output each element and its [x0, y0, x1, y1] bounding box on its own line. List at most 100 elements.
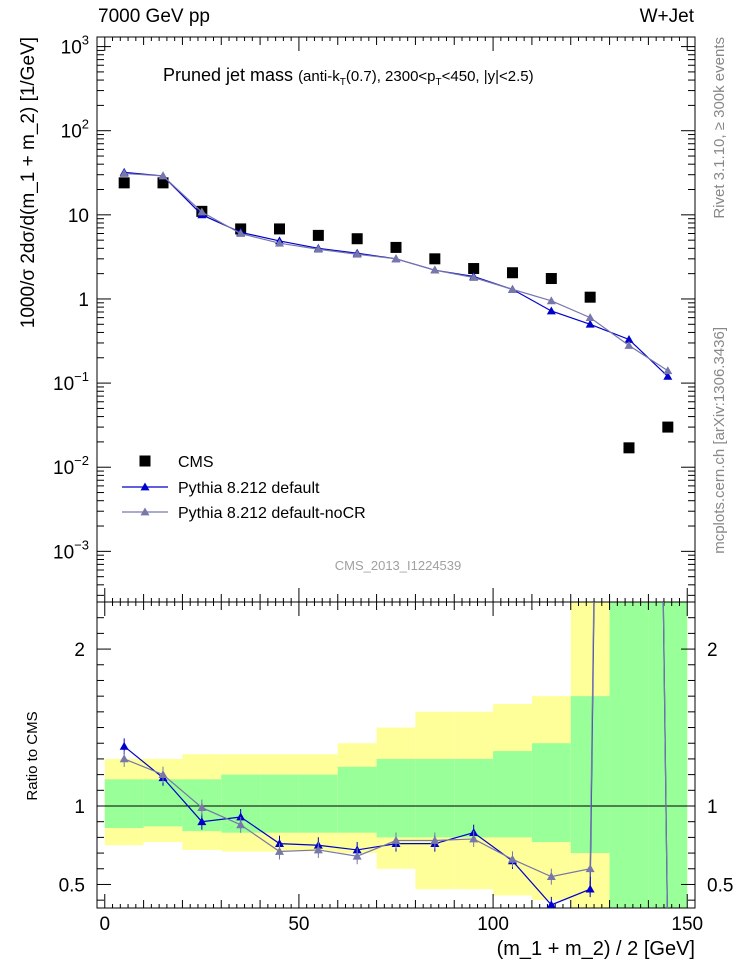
ratio-band-inner [298, 774, 338, 833]
ratio-point [313, 845, 323, 854]
frames-layer [96, 36, 696, 909]
data-point-cms [662, 421, 674, 433]
main-series [118, 167, 674, 454]
legend-label: Pythia 8.212 default-noCR [178, 505, 366, 522]
data-point-mc [585, 319, 595, 328]
data-point-mc [275, 238, 285, 247]
data-point-cms [584, 291, 596, 303]
x-tick-label: 150 [671, 914, 703, 935]
ratio-y-tick-label: 0.5 [59, 875, 85, 896]
y-tick-label: 1 [78, 290, 89, 311]
ratio-point [158, 770, 168, 778]
y-tick-label: 10−1 [53, 369, 89, 395]
series-layer [118, 167, 674, 908]
x-axis-label: (m_1 + m_2) / 2 [GeV] [497, 938, 695, 960]
data-point-cms [118, 177, 130, 189]
ratio-point [585, 884, 595, 893]
legend-label: CMS [178, 454, 214, 471]
ratio-y-axis-label: Ratio to CMS [24, 711, 41, 800]
ratio-y-tick-label-right: 2 [707, 640, 718, 661]
data-point-cms [274, 223, 286, 235]
ratio-y-tick-label: 2 [74, 640, 85, 661]
y-tick-label: 10 [68, 206, 89, 227]
data-point-mc [313, 244, 323, 253]
analysis-watermark: CMS_2013_I1224539 [335, 558, 462, 573]
header-right: W+Jet [639, 6, 694, 27]
ratio-series [119, 602, 668, 908]
data-point-mc [391, 254, 401, 263]
data-point-cms [351, 233, 363, 245]
data-point-cms [312, 229, 324, 241]
data-point-mc [119, 169, 129, 177]
data-point-mc [624, 334, 634, 343]
ratio-point [507, 854, 517, 863]
chart-title: Pruned jet mass (anti-kT(0.7), 2300<pT<4… [163, 65, 534, 88]
y-tick-label: 10−2 [53, 453, 89, 479]
header-left: 7000 GeV pp [98, 6, 210, 27]
ratio-point [585, 864, 595, 873]
data-point-mc [624, 340, 634, 349]
ratio-band-layer [97, 602, 695, 908]
y-axis-label: 1000/σ 2dσ/d(m_1 + m_2) [1/GeV] [18, 37, 39, 328]
data-point-mc [197, 207, 207, 216]
legend-marker-cms [139, 455, 151, 467]
y-tick-label: 10−3 [53, 537, 89, 563]
series-line [124, 171, 669, 377]
ratio-band-inner [454, 758, 494, 838]
mcplots-label: mcplots.cern.ch [arXiv:1306.3436] [711, 327, 728, 554]
data-point-mc [158, 171, 168, 180]
ratio-point [469, 834, 479, 843]
ratio-y-tick-label-right: 1 [707, 797, 718, 818]
ratio-point [197, 817, 207, 826]
data-point-mc [546, 306, 556, 315]
legend-marker [140, 482, 150, 491]
ratio-point [391, 836, 401, 844]
data-point-cms [545, 273, 557, 285]
ratio-point [275, 839, 285, 848]
legend-marker [140, 507, 150, 516]
ratio-band-inner [260, 774, 299, 833]
ratio-band-inner [337, 766, 377, 833]
y-tick-label: 103 [61, 33, 89, 59]
data-point-mc [236, 229, 246, 237]
ratio-band-inner [648, 602, 688, 908]
ratio-frame [96, 601, 696, 909]
ratio-band-inner [493, 751, 532, 838]
data-point-mc [546, 296, 556, 305]
data-point-cms [429, 253, 441, 265]
data-point-cms [390, 241, 402, 253]
ratio-band-inner [531, 743, 571, 843]
data-point-cms [506, 267, 518, 279]
ratio-point [119, 741, 129, 750]
ratio-y-tick-label-right: 0.5 [707, 875, 733, 896]
data-point-mc [352, 249, 362, 258]
data-point-mc [430, 265, 440, 274]
data-point-mc [507, 284, 517, 293]
legend-label: Pythia 8.212 default [178, 480, 320, 497]
data-point-mc [469, 272, 479, 281]
ratio-point [275, 847, 285, 855]
ratio-bands [97, 602, 695, 908]
ratio-point [352, 851, 362, 860]
ratio-point [197, 803, 207, 811]
data-point-mc [585, 313, 595, 322]
data-point-cms [157, 177, 169, 189]
series-line [124, 172, 669, 372]
y-tick-label: 102 [61, 117, 89, 143]
ratio-point [119, 754, 129, 763]
ratio-band-inner [415, 758, 455, 838]
ratio-point [546, 900, 556, 908]
ratio-point [546, 872, 556, 880]
ratio-band-inner [376, 758, 416, 838]
legend: CMS Pythia 8.212 default Pythia 8.212 defa… [122, 454, 366, 522]
ratio-point [430, 836, 440, 844]
ratio-band-inner [609, 602, 649, 908]
x-tick-label: 100 [477, 914, 509, 935]
data-point-cms [623, 442, 635, 454]
ratio-y-tick-label: 1 [74, 797, 85, 818]
ratio-band-inner [143, 779, 183, 827]
rivet-label: Rivet 3.1.10, ≥ 300k events [711, 37, 728, 219]
ticks-layer [97, 37, 695, 908]
data-point-cms [468, 263, 480, 275]
